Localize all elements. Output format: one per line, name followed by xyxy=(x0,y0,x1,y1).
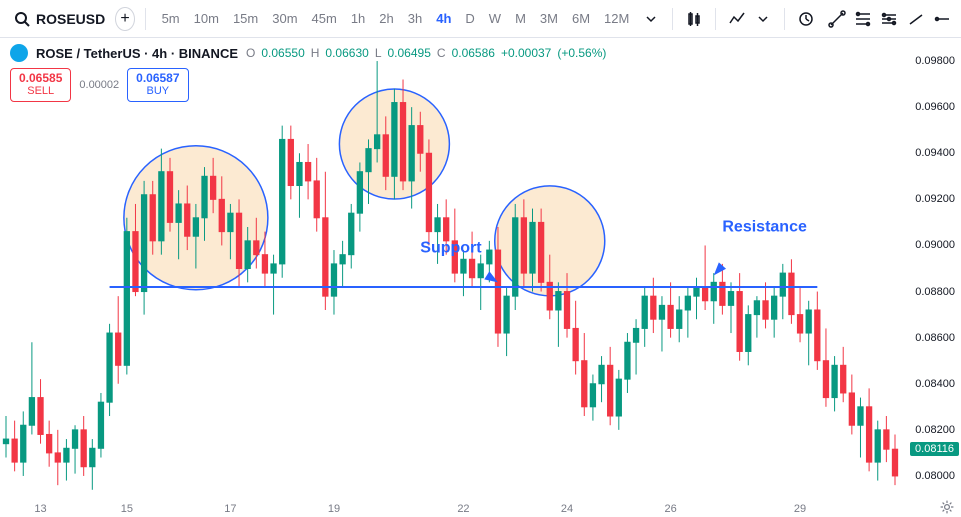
draw-fib-icon[interactable] xyxy=(852,5,874,33)
x-tick: 24 xyxy=(561,503,573,515)
timeframe-group: 5m10m15m30m45m1h2h3h4hDWM3M6M12M xyxy=(156,7,636,30)
y-tick: 0.08000 xyxy=(915,470,955,482)
timeframe-M[interactable]: M xyxy=(509,7,532,30)
sell-label: SELL xyxy=(19,85,62,98)
x-tick: 17 xyxy=(224,503,236,515)
separator xyxy=(715,8,716,30)
ohlc-pct: (+0.56%) xyxy=(557,46,606,60)
candle-style-icon[interactable] xyxy=(682,5,704,33)
timeframe-45m[interactable]: 45m xyxy=(306,7,343,30)
alert-icon[interactable] xyxy=(795,5,817,33)
price-chart[interactable]: Support Resistance xyxy=(0,38,901,499)
x-tick: 29 xyxy=(794,503,806,515)
y-tick: 0.09200 xyxy=(915,193,955,205)
x-tick: 26 xyxy=(664,503,676,515)
y-tick: 0.08600 xyxy=(915,332,955,344)
ohlc-change: +0.00037 xyxy=(501,46,551,60)
pair-title[interactable]: ROSE / TetherUS · 4h · BINANCE xyxy=(36,46,238,61)
symbol-info-bar: ROSE / TetherUS · 4h · BINANCE O0.06550 … xyxy=(10,44,606,62)
buy-button[interactable]: 0.06587 BUY xyxy=(127,68,188,102)
y-axis[interactable]: 0.08000 0.08200 0.08400 0.08600 0.08800 0.090… xyxy=(901,38,961,499)
ohlc-close: 0.06586 xyxy=(452,46,495,60)
draw-horiz-icon[interactable] xyxy=(931,5,953,33)
y-tick: 0.08800 xyxy=(915,286,955,298)
timeframe-5m[interactable]: 5m xyxy=(156,7,186,30)
y-tick: 0.09400 xyxy=(915,147,955,159)
symbol-text: ROSEUSD xyxy=(36,11,105,27)
chart-area[interactable]: SupportResistance 0.080000.082000.084000… xyxy=(0,38,961,517)
ohlc-open: 0.06550 xyxy=(261,46,304,60)
draw-trend-icon[interactable] xyxy=(904,5,926,33)
timeframe-3h[interactable]: 3h xyxy=(402,7,428,30)
draw-hlines-icon[interactable] xyxy=(878,5,900,33)
bid-ask-panel: 0.06585 SELL 0.00002 0.06587 BUY xyxy=(10,68,189,102)
timeframe-4h[interactable]: 4h xyxy=(430,7,457,30)
ohlc-low: 0.06495 xyxy=(388,46,431,60)
svg-text:Support: Support xyxy=(420,239,482,256)
separator xyxy=(672,8,673,30)
x-tick: 15 xyxy=(121,503,133,515)
timeframe-30m[interactable]: 30m xyxy=(266,7,303,30)
buy-price: 0.06587 xyxy=(136,71,179,85)
y-tick: 0.09800 xyxy=(915,55,955,67)
x-tick: 22 xyxy=(457,503,469,515)
ohlc-values: O0.06550 H0.06630 L0.06495 C0.06586 +0.0… xyxy=(246,46,606,60)
last-price-tag: 0.08116 xyxy=(910,442,959,456)
separator xyxy=(145,8,146,30)
x-axis[interactable]: 13 15 17 19 22 24 26 29 xyxy=(0,499,901,517)
search-icon xyxy=(14,11,30,27)
timeframe-3M[interactable]: 3M xyxy=(534,7,564,30)
y-tick: 0.09600 xyxy=(915,101,955,113)
chevron-down-icon[interactable] xyxy=(639,5,661,33)
timeframe-W[interactable]: W xyxy=(483,7,507,30)
x-tick: 13 xyxy=(34,503,46,515)
timeframe-12M[interactable]: 12M xyxy=(598,7,635,30)
timeframe-10m[interactable]: 10m xyxy=(188,7,225,30)
y-tick: 0.09000 xyxy=(915,239,955,251)
svg-text:Resistance: Resistance xyxy=(722,219,807,236)
spread-value: 0.00002 xyxy=(79,79,119,91)
y-tick: 0.08200 xyxy=(915,424,955,436)
timeframe-2h[interactable]: 2h xyxy=(373,7,399,30)
y-tick: 0.08400 xyxy=(915,378,955,390)
draw-line-icon[interactable] xyxy=(825,5,847,33)
x-tick: 19 xyxy=(328,503,340,515)
timeframe-15m[interactable]: 15m xyxy=(227,7,264,30)
indicators-icon[interactable] xyxy=(726,5,748,33)
chevron-down-icon[interactable] xyxy=(752,5,774,33)
top-toolbar: ROSEUSD + 5m10m15m30m45m1h2h3h4hDWM3M6M1… xyxy=(0,0,961,38)
buy-label: BUY xyxy=(136,85,179,98)
timeframe-6M[interactable]: 6M xyxy=(566,7,596,30)
ohlc-high: 0.06630 xyxy=(325,46,368,60)
add-compare-button[interactable]: + xyxy=(115,7,135,31)
symbol-search[interactable]: ROSEUSD xyxy=(8,11,111,27)
gear-icon[interactable] xyxy=(939,499,955,515)
coin-icon xyxy=(10,44,28,62)
timeframe-D[interactable]: D xyxy=(459,7,480,30)
separator xyxy=(784,8,785,30)
sell-price: 0.06585 xyxy=(19,71,62,85)
sell-button[interactable]: 0.06585 SELL xyxy=(10,68,71,102)
timeframe-1h[interactable]: 1h xyxy=(345,7,371,30)
